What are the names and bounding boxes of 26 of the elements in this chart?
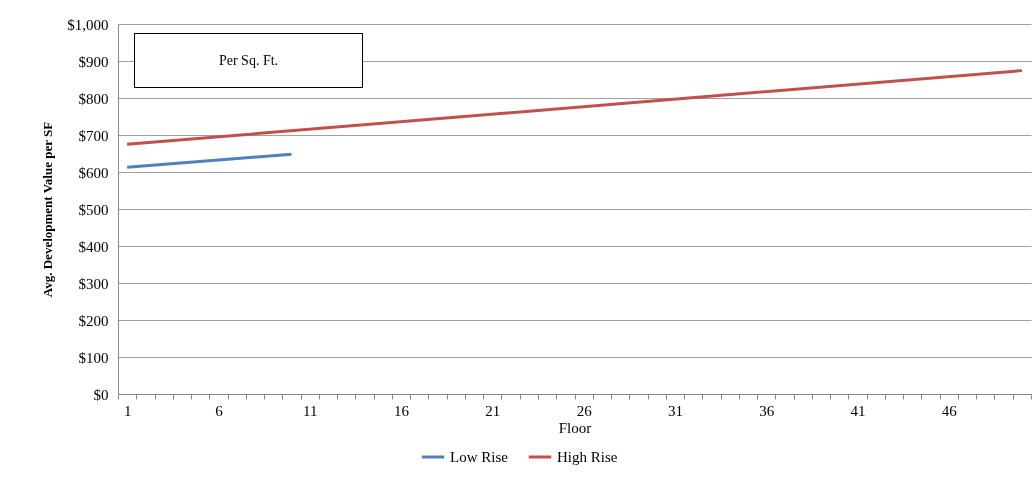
legend-label: Low Rise — [450, 449, 509, 465]
y-axis-title: Avg. Development Value per SF — [40, 121, 56, 298]
x-tick-label: 41 — [850, 402, 866, 419]
x-axis-title: Floor — [558, 419, 592, 436]
x-tick-label: 16 — [394, 402, 410, 419]
y-tick-label: $900 — [78, 53, 109, 70]
x-tick-label: 26 — [576, 402, 593, 419]
x-tick-label: 11 — [303, 402, 318, 419]
y-tick-label: $700 — [78, 127, 109, 144]
y-tick-label: $1,000 — [67, 16, 109, 33]
x-tick-label: 21 — [485, 402, 501, 419]
y-tick-label: $0 — [93, 386, 109, 403]
x-tick-label: 6 — [215, 402, 224, 419]
x-tick-label: 31 — [667, 402, 683, 419]
y-tick-label: $100 — [78, 349, 109, 366]
x-tick-label: 46 — [941, 402, 958, 419]
text-box: Per Sq. Ft. — [134, 33, 363, 88]
y-tick-label: $500 — [78, 201, 109, 218]
y-tick-label: $800 — [78, 90, 109, 107]
y-tick-label: $400 — [78, 238, 109, 255]
y-tick-label: $600 — [78, 164, 109, 181]
y-tick-label: $300 — [78, 275, 109, 292]
y-tick-label: $200 — [78, 312, 109, 329]
x-tick-label: 1 — [123, 402, 132, 419]
legend-label: High Rise — [557, 449, 618, 465]
x-tick-label: 36 — [759, 402, 775, 419]
